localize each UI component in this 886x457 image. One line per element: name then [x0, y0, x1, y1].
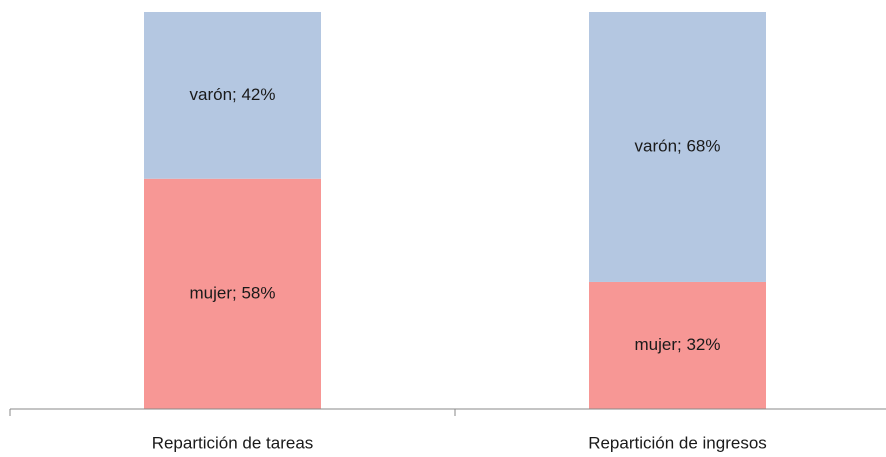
data-label: mujer; 32% — [635, 335, 721, 354]
data-label: varón; 42% — [190, 85, 276, 104]
data-label: varón; 68% — [635, 136, 721, 155]
x-tick-label: Repartición de ingresos — [588, 433, 767, 452]
bar-segment — [589, 12, 766, 282]
bar-segment — [144, 178, 321, 409]
bar-segment — [589, 281, 766, 409]
x-tick-label: Repartición de tareas — [152, 433, 314, 452]
bar-segment — [144, 12, 321, 179]
data-label: mujer; 58% — [190, 283, 276, 302]
